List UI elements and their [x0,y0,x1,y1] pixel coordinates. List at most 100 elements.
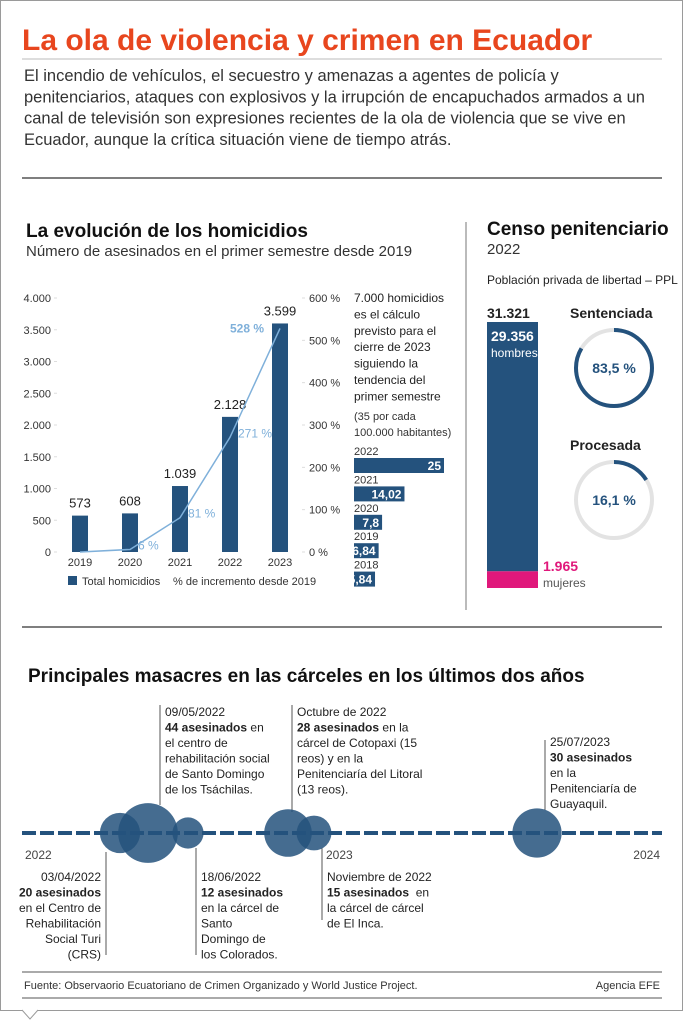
event-text: en [409,886,429,900]
x-tick-label: 2020 [118,557,142,569]
event-date: 03/04/2022 [41,870,101,884]
event-bubble [172,817,204,849]
donut-label: 83,5 % [592,360,636,376]
value-label: 1.039 [164,466,197,481]
event-text: Rehabilitación [26,917,101,931]
y2-tick-label: 400 % [309,378,340,390]
intro-line: Ecuador, aunque la crítica situación vie… [24,131,451,149]
x-tick-label: 2021 [168,557,192,569]
event-count: 12 asesinados [201,886,283,900]
line [79,328,281,553]
value-label: 608 [119,493,141,508]
bar [354,543,379,559]
event-text: rehabilitación social [165,752,270,766]
annotation: siguiendo la [354,357,418,371]
y-tick-label: 2.500 [23,388,51,400]
bar [72,515,88,552]
intro-line: canal de televisión son expresiones reci… [24,110,626,128]
event-text: de El Inca. [327,917,384,931]
event-text: cárcel de Cotopaxi (15 [297,736,417,750]
chart-title: Principales masacres en las cárceles en … [28,666,585,687]
category-label: 2019 [354,531,378,543]
intro-line: penitenciarios, ataques con explosivos y… [24,88,645,106]
credit: Agencia EFE [596,980,660,992]
event-text: la cárcel de cárcel [327,901,424,915]
bar [354,571,376,587]
y-tick-label: 500 [33,515,51,527]
bar [222,416,238,552]
event-text: Santo [201,917,233,931]
donut-arc [574,328,654,408]
value-label: 29.356 [491,328,534,344]
annotation: 100.000 habitantes) [354,427,451,439]
bar [272,323,288,552]
legend-swatch [68,576,77,585]
series-label: mujeres [543,576,586,590]
value-label: 2.128 [214,397,247,412]
event-head: 44 asesinados en [165,721,264,735]
donut-label: 16,1 % [592,492,636,508]
category-label: 2021 [354,474,378,486]
year-label: 2022 [25,848,52,862]
chart-subtitle: 2022 [487,241,520,258]
event-text: (13 reos). [297,783,348,797]
source: Fuente: Observaorio Ecuatoriano de Crime… [24,980,418,992]
value-label: 3.599 [264,303,297,318]
x-tick-label: 2022 [218,557,242,569]
event-bubble [118,803,178,863]
event-bubble [296,815,332,851]
event-date: 18/06/2022 [201,870,261,884]
category-label: 2018 [354,560,378,572]
x-tick-label: 2019 [68,557,92,569]
legend-label: % de incremento desde 2019 [173,576,316,588]
event-date: Noviembre de 2022 [327,870,432,884]
total-label: 31.321 [487,305,530,321]
donut-arc [574,460,654,540]
value-label: 1.965 [543,558,578,574]
series-label: hombres [491,346,538,360]
event-text: Guayaquil. [550,797,607,811]
event-date: 25/07/2023 [550,735,610,749]
frame-notch [21,1009,39,1020]
y-tick-label: 3.000 [23,357,51,369]
bar [354,514,383,530]
value-label: 25 [428,459,442,473]
annotation: previsto para el [354,324,436,338]
year-label: 2024 [633,848,660,862]
y2-tick-label: 200 % [309,462,340,474]
line-label: 271 % [238,426,272,440]
event-date: Octubre de 2022 [297,705,387,719]
donut-title: Procesada [570,437,641,453]
bar [172,486,188,552]
event-text: en la [550,766,576,780]
legend-label: Total homicidios [82,576,161,588]
chart-title: La evolución de los homicidios [26,221,308,242]
chart-title: Censo penitenciario [487,219,669,240]
event-text: en el Centro de [19,901,101,915]
annotation: primer semestre [354,389,441,403]
event-text: reos) y en la [297,752,363,766]
y-tick-label: 4.000 [23,293,51,305]
bar [354,486,405,502]
value-label: 14,02 [371,487,401,501]
event-text: de Santo Domingo [165,767,265,781]
event-text: en la [379,721,409,735]
event-count: 28 asesinados [297,721,379,735]
line-label: 528 % [230,321,264,335]
event-text: de los Tsáchilas. [165,783,253,797]
event-count: 20 asesinados [19,886,101,900]
annotation: es el cálculo [354,307,420,321]
y-tick-label: 3.500 [23,325,51,337]
event-count: 30 asesinados [550,751,632,765]
y-tick-label: 1.000 [23,484,51,496]
event-date: 09/05/2022 [165,705,225,719]
annotation: 7.000 homicidios [354,291,444,305]
bar [354,458,444,473]
event-text: Social Turi [45,932,101,946]
chart-label: Población privada de libertad – PPL [487,273,678,287]
event-text: los Colorados. [201,948,278,962]
line-label: 6 % [138,538,159,552]
annotation: tendencia del [354,373,425,387]
event-count: 44 asesinados [165,721,247,735]
